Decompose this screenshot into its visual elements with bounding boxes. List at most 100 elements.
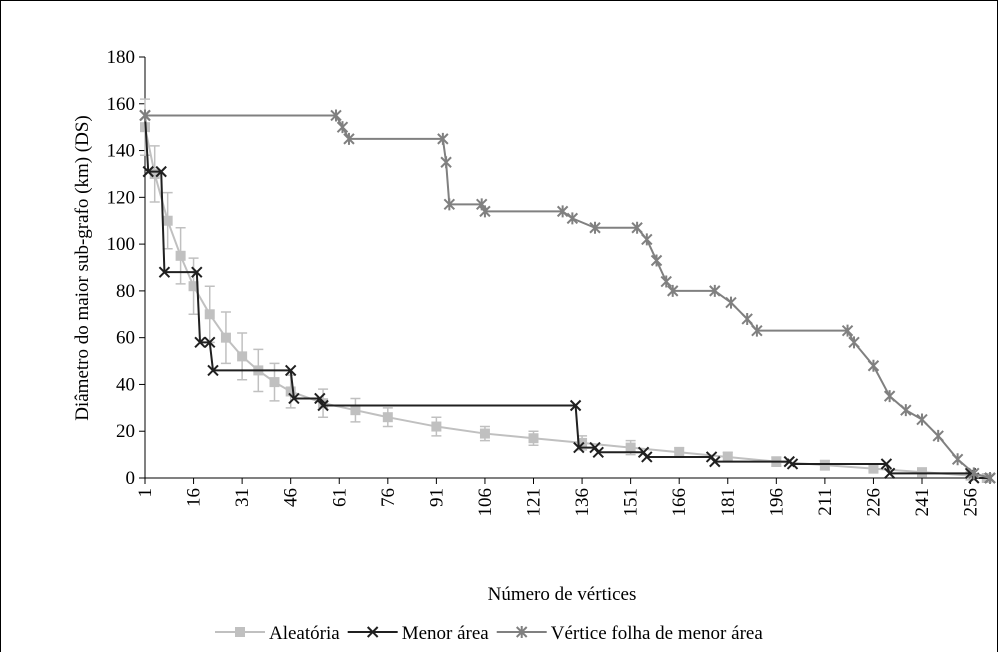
marker: [841, 324, 854, 337]
marker: [641, 233, 653, 246]
marker: [741, 312, 753, 325]
marker: [194, 336, 206, 349]
marker: [589, 221, 601, 234]
x-tick-label: 61: [329, 488, 350, 507]
marker: [440, 156, 452, 169]
marker: [660, 275, 672, 288]
marker: [235, 627, 245, 637]
y-tick-label: 140: [107, 141, 136, 162]
legend-label: Menor área: [402, 623, 490, 644]
y-tick-label: 180: [107, 47, 136, 68]
marker: [650, 254, 663, 267]
marker: [968, 467, 980, 480]
marker: [674, 447, 685, 458]
marker: [709, 455, 721, 468]
marker: [175, 250, 186, 261]
x-tick-label: 226: [863, 488, 884, 517]
y-tick-label: 40: [116, 374, 135, 395]
marker: [883, 390, 896, 403]
marker: [155, 165, 167, 178]
x-tick-label: 136: [572, 488, 593, 517]
marker: [330, 109, 342, 122]
marker: [204, 309, 215, 320]
marker: [984, 472, 996, 484]
marker: [191, 266, 203, 278]
marker: [162, 215, 173, 226]
x-tick-label: 151: [621, 488, 642, 517]
legend-item: Menor área: [347, 623, 490, 644]
marker: [868, 463, 879, 474]
x-tick-label: 46: [281, 488, 302, 507]
legend-label: Vértice folha de menor área: [551, 623, 764, 644]
marker: [725, 296, 737, 309]
marker: [819, 460, 830, 471]
marker: [158, 266, 171, 278]
marker: [722, 451, 733, 462]
marker: [592, 446, 604, 458]
marker: [139, 109, 151, 122]
marker: [631, 221, 643, 234]
x-tick-label: 211: [815, 488, 836, 516]
legend-item: Vértice folha de menor área: [496, 623, 764, 644]
marker: [566, 212, 579, 225]
x-tick-label: 31: [232, 488, 253, 507]
x-tick-label: 256: [961, 488, 982, 517]
marker: [573, 441, 585, 454]
marker: [149, 168, 160, 179]
legend: Aleatória Menor área Vértice folha de meno…: [215, 623, 763, 644]
legend-label: Aleatória: [269, 623, 340, 644]
marker: [625, 442, 636, 453]
marker: [284, 364, 297, 377]
marker: [556, 205, 569, 218]
marker: [382, 412, 393, 423]
marker: [880, 458, 893, 470]
y-tick-label: 80: [116, 281, 135, 302]
x-tick-label: 76: [378, 488, 399, 507]
x-tick-label: 181: [718, 488, 739, 517]
x-tick-label: 91: [426, 488, 447, 507]
marker: [204, 336, 216, 349]
marker: [751, 324, 763, 337]
marker: [667, 284, 679, 297]
marker: [269, 377, 280, 388]
marker: [641, 451, 653, 463]
x-tick-label: 196: [766, 488, 787, 517]
x-tick-label: 166: [669, 488, 690, 517]
marker: [516, 626, 528, 638]
marker: [867, 359, 880, 372]
x-tick-label: 121: [524, 488, 545, 517]
marker: [569, 399, 582, 412]
series-line: [144, 115, 990, 479]
y-tick-label: 60: [116, 328, 135, 349]
x-tick-label: 241: [912, 488, 933, 517]
legend-item: Aleatória: [215, 623, 340, 644]
y-tick-label: 0: [126, 468, 136, 489]
marker: [932, 429, 944, 442]
marker: [900, 404, 912, 417]
marker: [431, 421, 442, 432]
marker: [848, 336, 860, 349]
marker: [366, 626, 379, 638]
marker: [343, 132, 355, 145]
marker: [437, 132, 449, 145]
marker: [336, 121, 349, 134]
series-line: [144, 126, 987, 479]
marker: [285, 386, 296, 397]
marker: [142, 165, 154, 178]
marker: [916, 413, 928, 426]
marker: [207, 364, 219, 377]
x-tick-label: 1: [135, 488, 156, 498]
marker: [220, 332, 231, 343]
x-tick-label: 16: [184, 488, 205, 507]
marker: [917, 467, 928, 478]
y-tick-label: 160: [107, 94, 136, 115]
marker: [314, 392, 326, 405]
marker: [709, 284, 721, 297]
y-tick-label: 120: [107, 187, 136, 208]
marker: [528, 433, 539, 444]
marker: [317, 399, 329, 412]
marker: [288, 392, 300, 405]
marker: [350, 405, 361, 416]
y-tick-label: 100: [107, 234, 136, 255]
